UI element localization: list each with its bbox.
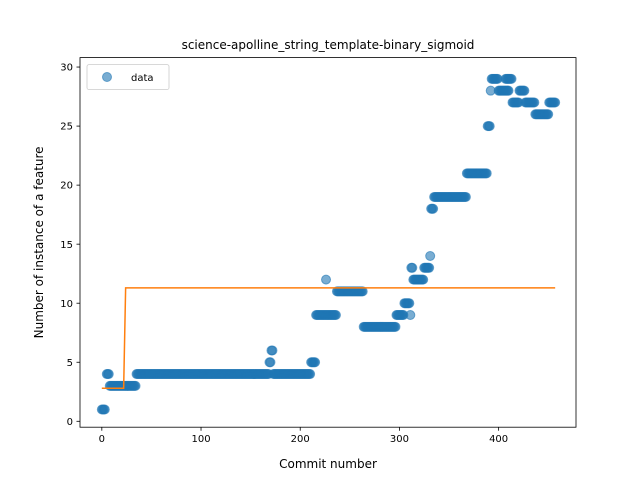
data-point	[99, 404, 110, 415]
data-point	[418, 274, 429, 285]
data-point	[506, 73, 517, 84]
y-tick-label: 30	[60, 63, 73, 74]
data-point	[460, 191, 471, 202]
y-axis-label: Number of instance of a feature	[32, 146, 46, 338]
data-point	[519, 85, 530, 96]
x-axis-label: Commit number	[279, 457, 377, 471]
data-point	[484, 121, 495, 132]
data-point	[481, 168, 492, 179]
plot-frame	[79, 57, 577, 428]
data-point	[428, 203, 439, 214]
x-tick-label: 0	[99, 434, 105, 445]
data-point	[404, 298, 415, 309]
legend-box	[86, 64, 170, 90]
data-point	[425, 250, 436, 261]
data-point	[550, 97, 561, 108]
data-point	[390, 321, 401, 332]
legend: data	[86, 64, 170, 90]
data-point	[265, 357, 276, 368]
x-axis: 0 100 200 300 400	[99, 427, 508, 445]
y-axis: 0 5 10 15 20 25 30	[60, 63, 80, 428]
y-tick-label: 0	[67, 417, 73, 428]
data-point	[543, 109, 554, 120]
data-point	[529, 97, 540, 108]
data-point	[330, 310, 341, 321]
x-tick-label: 100	[191, 434, 210, 445]
data-point	[407, 262, 418, 273]
x-tick-label: 400	[489, 434, 508, 445]
y-tick-label: 20	[60, 181, 73, 192]
data-point	[310, 357, 321, 368]
data-point	[405, 310, 416, 321]
plot-data	[96, 73, 561, 415]
chart-title: science-apolline_string_template-binary_…	[182, 38, 475, 52]
y-tick-label: 10	[60, 299, 73, 310]
data-point	[305, 369, 316, 380]
data-point	[357, 286, 368, 297]
y-tick-label: 25	[60, 122, 73, 133]
data-point	[424, 262, 435, 273]
data-point	[321, 274, 332, 285]
y-tick-label: 15	[60, 240, 73, 251]
data-point	[503, 85, 514, 96]
fit-line	[101, 287, 556, 389]
data-point	[267, 345, 278, 356]
data-point	[130, 380, 141, 391]
data-point	[103, 369, 114, 380]
legend-marker-data	[102, 72, 112, 82]
legend-label-data: data	[131, 73, 154, 84]
x-tick-label: 200	[291, 434, 310, 445]
x-tick-label: 300	[390, 434, 409, 445]
y-tick-label: 5	[67, 358, 73, 369]
